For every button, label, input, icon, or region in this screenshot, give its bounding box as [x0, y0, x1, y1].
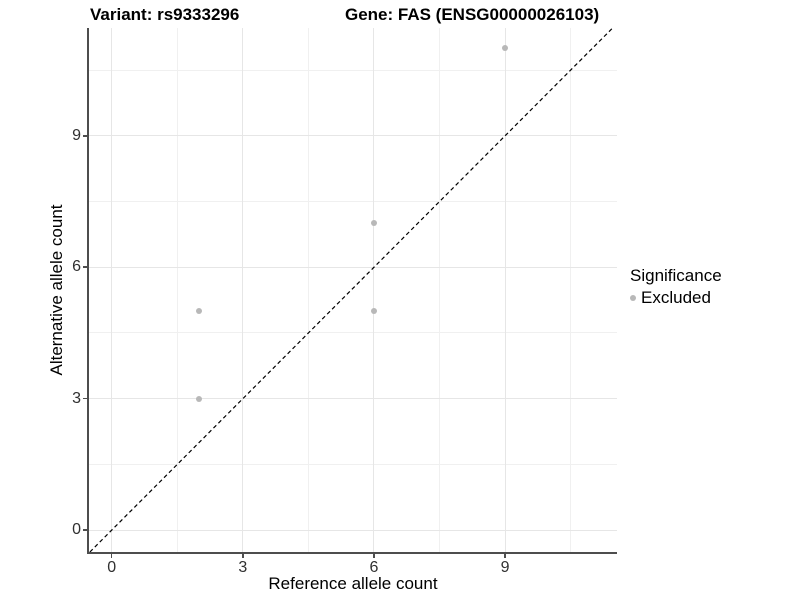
y-axis-tick [83, 266, 87, 268]
y-axis-tick [83, 135, 87, 137]
x-minor-gridline [570, 28, 572, 552]
y-tick-label: 9 [72, 126, 81, 144]
data-point [370, 308, 377, 315]
legend-item-label: Excluded [641, 288, 711, 307]
y-major-gridline [89, 266, 617, 268]
x-axis-tick [110, 554, 113, 558]
legend-title: Significance [630, 266, 722, 285]
x-major-gridline [111, 28, 113, 552]
y-axis-tick [83, 529, 87, 531]
x-tick-label: 6 [369, 559, 379, 576]
legend: Significance Excluded [630, 266, 722, 308]
x-minor-gridline [439, 28, 441, 552]
x-tick-label: 0 [107, 559, 117, 576]
identity-line-layer [89, 28, 614, 552]
x-major-gridline [504, 28, 506, 552]
plot-title-gene: Gene: FAS (ENSG00000026103) [345, 5, 600, 24]
y-major-gridline [89, 135, 617, 137]
x-major-gridline [242, 28, 244, 552]
x-axis-tick [504, 554, 506, 558]
data-point [196, 395, 203, 402]
y-minor-gridline [89, 200, 617, 202]
x-axis-title: Reference allele count [268, 574, 438, 593]
plot-panel [87, 28, 617, 554]
y-axis-tick [83, 397, 87, 400]
data-point [502, 45, 509, 52]
y-tick-label: 3 [72, 389, 81, 407]
identity-dashed-line [89, 28, 614, 552]
y-tick-label: 0 [72, 521, 81, 539]
y-major-gridline [89, 398, 617, 400]
legend-item-excluded: Excluded [630, 288, 722, 308]
x-axis-tick [242, 554, 244, 558]
y-minor-gridline [89, 332, 617, 334]
data-point [196, 308, 203, 315]
x-major-gridline [373, 28, 375, 552]
x-tick-label: 9 [500, 559, 510, 576]
x-axis-tick [373, 554, 375, 558]
y-axis-title-text: Alternative allele count [47, 204, 66, 376]
y-tick-label: 6 [72, 258, 81, 276]
y-minor-gridline [89, 69, 617, 71]
y-major-gridline [89, 529, 617, 531]
plot-title-variant: Variant: rs9333296 [90, 5, 240, 24]
legend-key-dot-icon [630, 295, 636, 301]
y-minor-gridline [89, 463, 617, 465]
x-minor-gridline [176, 28, 178, 552]
x-minor-gridline [307, 28, 309, 552]
x-tick-label: 3 [238, 559, 248, 576]
data-point [370, 220, 377, 227]
